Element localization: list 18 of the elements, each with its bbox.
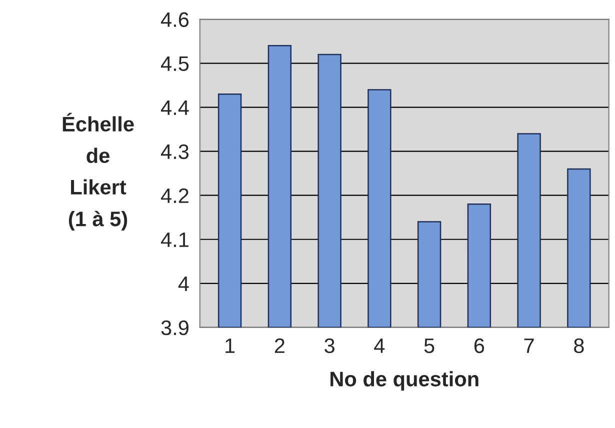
x-tick-label: 3 xyxy=(324,338,334,354)
y-tick-label: 4.5 xyxy=(160,56,189,72)
y-tick-label: 4.1 xyxy=(160,232,188,247)
x-tick-label: 5 xyxy=(424,338,434,354)
x-tick-label: 2 xyxy=(274,338,284,353)
y-tick-label: 4.4 xyxy=(160,100,189,115)
y-tick-label: 4.6 xyxy=(160,12,189,28)
x-tick-label: 7 xyxy=(524,338,534,353)
x-tick-label: 6 xyxy=(474,338,484,354)
x-tick-label: 1 xyxy=(226,338,235,353)
y-tick-label: 4 xyxy=(178,276,189,291)
y-tick-label: 3.9 xyxy=(161,320,188,336)
y-tick-label: 4.2 xyxy=(160,188,188,203)
x-axis-title: No de question xyxy=(330,371,478,391)
y-axis-title: Échelle de Likert (1 à 5) xyxy=(62,112,134,230)
x-tick-label: 4 xyxy=(374,338,385,353)
x-tick-label: 8 xyxy=(574,338,584,354)
y-tick-label: 4.3 xyxy=(160,144,189,160)
